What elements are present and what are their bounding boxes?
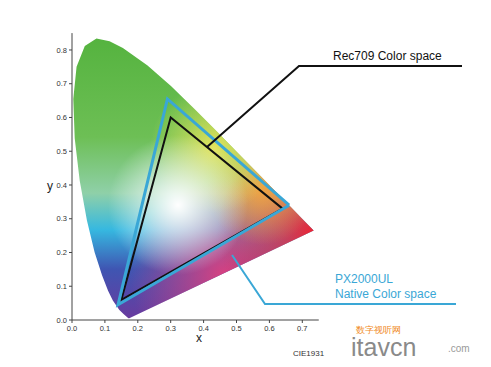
- y-tick-label: 0.7: [57, 79, 67, 88]
- locus-color: [72, 33, 319, 320]
- x-tick: [203, 320, 204, 323]
- annotations: Rec709 Color space PX2000ULNative Color s…: [207, 49, 470, 361]
- watermark: .com: [448, 343, 470, 354]
- watermark: itavcn: [351, 333, 416, 361]
- y-tick-label: 0.0: [57, 316, 67, 325]
- locus-color: [72, 33, 319, 320]
- x-tick-label: 0.5: [231, 324, 241, 333]
- x-tick-label: 0.6: [264, 324, 274, 333]
- y-tick-label: 0.2: [57, 248, 67, 257]
- spectral-locus: [73, 39, 313, 319]
- x-tick: [104, 320, 105, 323]
- axes: 0.00.10.20.30.40.50.60.70.00.10.20.30.40…: [47, 33, 319, 345]
- x-tick: [170, 320, 171, 323]
- locus-color: [72, 33, 319, 320]
- x-tick-label: 0.3: [165, 324, 175, 333]
- leader-line: [207, 66, 462, 147]
- y-tick: [69, 320, 72, 321]
- locus-color: [72, 33, 319, 320]
- annotation: PX2000UL: [335, 272, 393, 286]
- y-tick: [69, 252, 72, 253]
- x-tick: [269, 320, 270, 323]
- y-tick: [69, 49, 72, 50]
- y-axis-line: [72, 33, 73, 320]
- locus-color: [72, 33, 319, 320]
- annotation: Native Color space: [335, 287, 437, 301]
- x-tick-label: 0.1: [100, 324, 110, 333]
- leader-line: [232, 255, 456, 304]
- y-tick-label: 0.3: [57, 214, 67, 223]
- y-tick: [69, 151, 72, 152]
- gamut-triangle: [118, 99, 289, 305]
- locus-fill: [72, 33, 319, 320]
- y-axis-label: y: [47, 179, 53, 193]
- x-axis-label: x: [196, 331, 202, 345]
- x-tick: [302, 320, 303, 323]
- y-tick: [69, 117, 72, 118]
- y-tick: [69, 218, 72, 219]
- x-tick-label: 0.7: [297, 324, 307, 333]
- annotation: Rec709 Color space: [333, 49, 442, 63]
- y-tick-label: 0.6: [57, 113, 67, 122]
- y-tick-label: 0.5: [57, 147, 67, 156]
- chart: 0.00.10.20.30.40.50.60.70.00.10.20.30.40…: [0, 0, 491, 367]
- x-tick-label: 0.2: [133, 324, 143, 333]
- y-tick: [69, 83, 72, 84]
- y-tick-label: 0.4: [57, 181, 67, 190]
- caption: CIE1931: [293, 349, 325, 358]
- x-tick: [137, 320, 138, 323]
- x-tick: [236, 320, 237, 323]
- x-tick-label: 0.0: [67, 324, 77, 333]
- y-tick: [69, 184, 72, 185]
- locus-color: [72, 33, 319, 320]
- gamut-triangle: [121, 117, 282, 299]
- plot-area: [72, 33, 319, 320]
- x-axis-line: [72, 320, 319, 321]
- y-tick-label: 0.8: [57, 46, 67, 55]
- y-tick: [69, 286, 72, 287]
- y-tick-label: 0.1: [57, 282, 67, 291]
